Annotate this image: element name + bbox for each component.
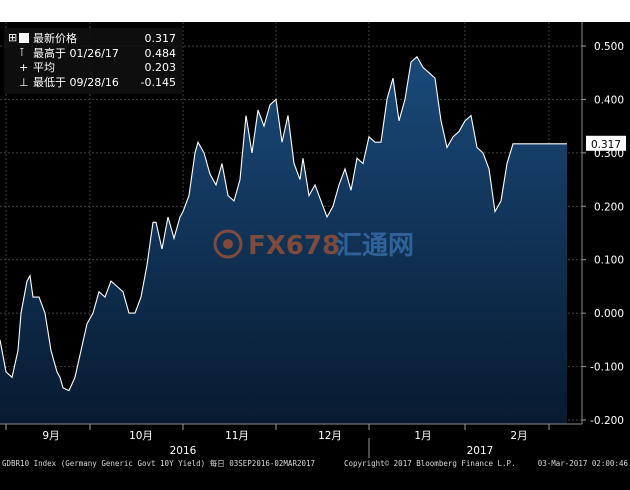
y-tick-label: 0.300 bbox=[594, 148, 624, 160]
last-value-box bbox=[586, 135, 626, 151]
x-tick-label: 11月 bbox=[225, 430, 249, 442]
x-tick-label: 1月 bbox=[414, 430, 431, 442]
legend-label: 最新价格 bbox=[33, 31, 77, 45]
legend-label: 平均 bbox=[33, 61, 55, 74]
y-tick-label: 0.000 bbox=[594, 308, 624, 320]
x-tick-label: 12月 bbox=[318, 430, 342, 442]
y-tick-label: 0.400 bbox=[594, 94, 624, 106]
y-tick-label: 0.200 bbox=[594, 201, 624, 213]
last-value-label: 0.317 bbox=[591, 139, 621, 151]
footer-bar bbox=[0, 460, 630, 490]
last-value-marker: 0.317 bbox=[586, 135, 626, 151]
footer-right: 03-Mar-2017 02:00:46 bbox=[538, 459, 629, 468]
legend-value: 0.484 bbox=[145, 47, 177, 60]
x-tick-label: 10月 bbox=[129, 430, 153, 442]
watermark-text: 汇通网 bbox=[336, 231, 414, 261]
legend-value: 0.317 bbox=[145, 32, 177, 45]
year-label: 2017 bbox=[467, 445, 494, 457]
legend-label: 最高于 01/26/17 bbox=[33, 46, 119, 60]
y-axis-ticks: 0.500 0.400 0.300 0.200 0.100 0.000 -0.100 -0.2… bbox=[582, 41, 624, 427]
legend-swatch-icon bbox=[19, 33, 29, 43]
legend-box bbox=[4, 28, 182, 94]
legend-value: -0.145 bbox=[141, 76, 176, 89]
legend-avg-icon: + bbox=[19, 61, 28, 74]
watermark: FX678 汇通网 bbox=[213, 229, 414, 261]
area-series-line bbox=[0, 55, 567, 392]
footer-center: Copyright© 2017 Bloomberg Finance L.P. bbox=[344, 459, 516, 468]
legend-label: 最低于 09/28/16 bbox=[33, 76, 119, 89]
watermark-logo-dot bbox=[223, 239, 233, 249]
legend-collapse-icon[interactable]: ⊞ bbox=[8, 31, 17, 44]
legend-high-icon: ⊺ bbox=[19, 46, 25, 59]
x-axis-labels: 9月 10月 11月 12月 1月 2月 2016 2017 bbox=[5, 424, 550, 458]
y-tick-label: 0.500 bbox=[594, 41, 624, 53]
x-tick-label: 2月 bbox=[510, 430, 527, 442]
watermark-brand: FX678 bbox=[248, 231, 340, 261]
y-tick-label: 0.100 bbox=[594, 255, 624, 267]
area-series-fill bbox=[0, 56, 567, 424]
legend-value: 0.203 bbox=[145, 61, 177, 74]
y-tick-label: -0.200 bbox=[590, 415, 624, 427]
legend: ⊞ ⊺ + ⊥ 最新价格 0.317 最高于 01/26/17 0.484 平均… bbox=[4, 28, 182, 94]
x-axis-band bbox=[0, 424, 582, 460]
legend-low-icon: ⊥ bbox=[19, 76, 29, 89]
year-label: 2016 bbox=[170, 445, 197, 457]
watermark-logo-icon bbox=[213, 229, 243, 259]
footer-left: GDBR10 Index (Germany Generic Govt 10Y Y… bbox=[2, 458, 315, 468]
x-tick-label: 9月 bbox=[42, 430, 59, 442]
y-tick-label: -0.100 bbox=[590, 362, 624, 374]
